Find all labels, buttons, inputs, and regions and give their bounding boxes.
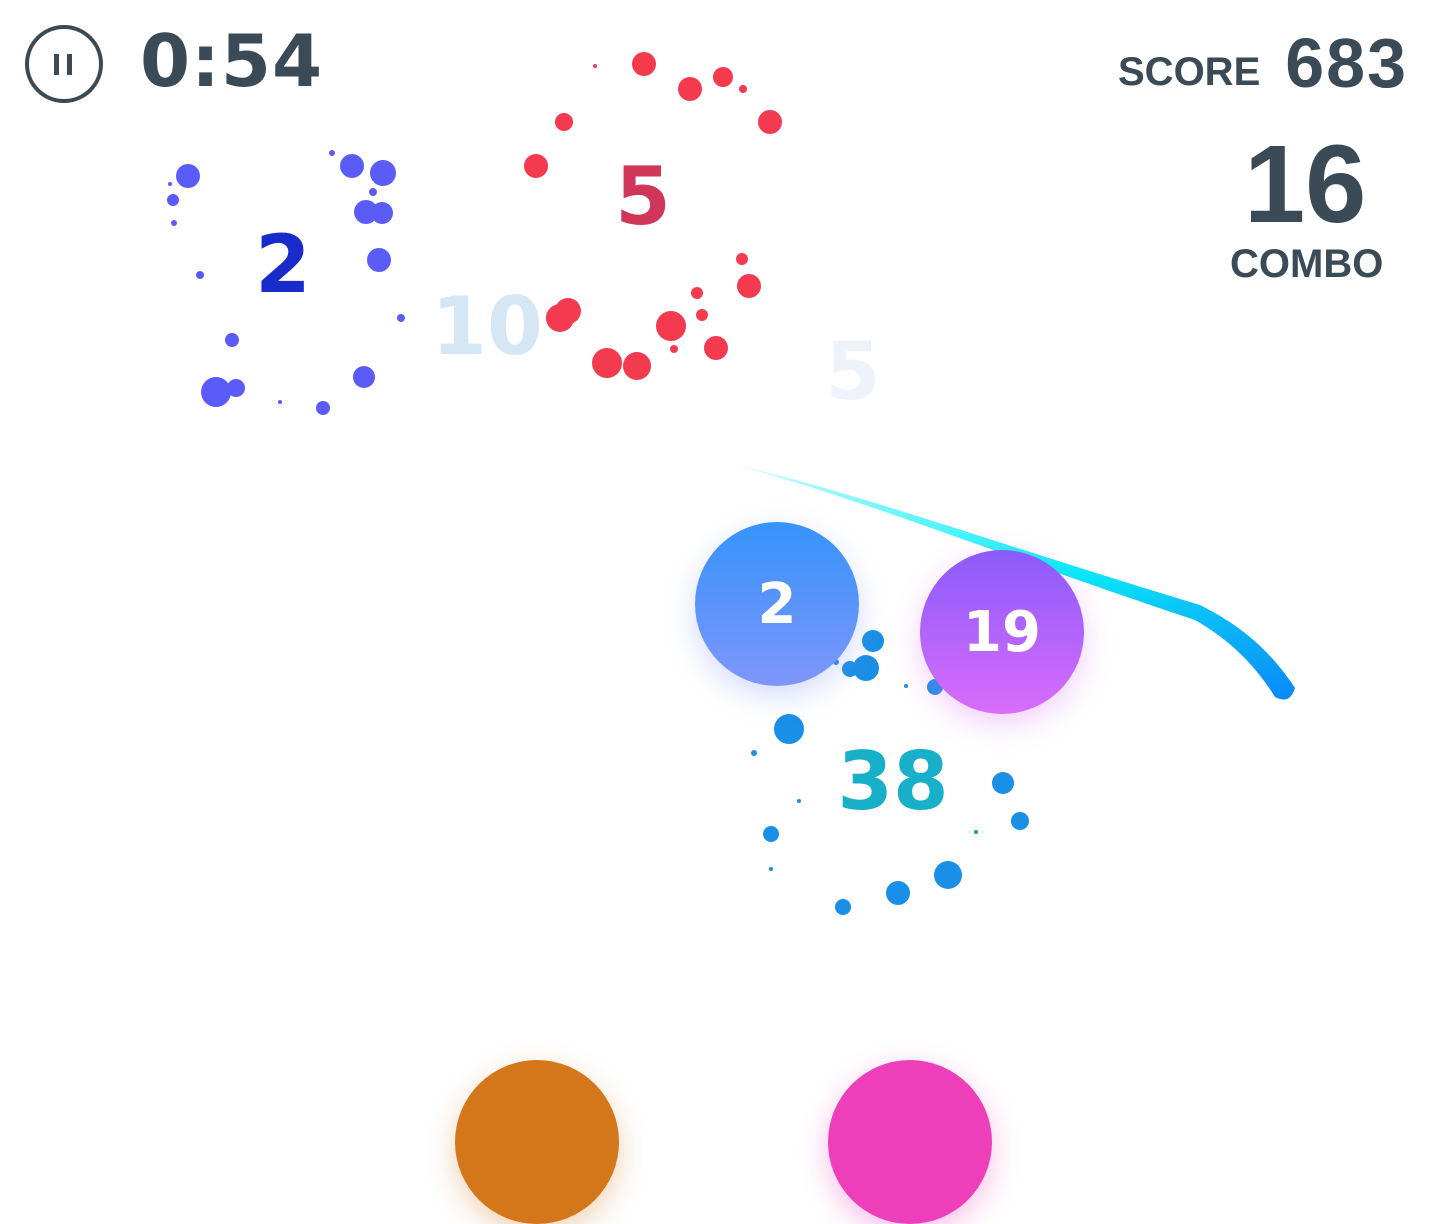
popup-score: 38 — [837, 735, 949, 828]
popup-score: 10 — [431, 280, 543, 373]
bubble[interactable] — [828, 1060, 992, 1224]
particle-dot — [678, 77, 702, 101]
score-value: 683 — [1285, 24, 1408, 102]
particle-dot — [842, 661, 858, 677]
particle-dot — [739, 85, 747, 93]
combo-value: 16 — [1244, 123, 1367, 246]
particle-dot — [167, 194, 179, 206]
particle-dot — [592, 348, 622, 378]
score-label: SCORE — [1118, 50, 1261, 94]
particle-dot — [670, 345, 678, 353]
particle-dot — [176, 164, 200, 188]
particle-dot — [371, 202, 393, 224]
particle-dot — [196, 271, 204, 279]
particle-dot — [736, 253, 748, 265]
bubble[interactable]: 19 — [920, 550, 1084, 714]
particle-dot — [367, 248, 391, 272]
particle-dot — [370, 160, 396, 186]
particle-dot — [316, 401, 330, 415]
bubble[interactable] — [455, 1060, 619, 1224]
particle-dot — [168, 182, 172, 186]
particle-dot — [713, 67, 733, 87]
particle-dot — [751, 750, 757, 756]
particle-dot — [704, 336, 728, 360]
combo-label: COMBO — [1230, 242, 1384, 286]
particle-dot — [696, 309, 708, 321]
particle-dot — [171, 220, 177, 226]
particle-dot — [934, 861, 962, 889]
bubble[interactable]: 2 — [695, 522, 859, 686]
particle-dot — [227, 379, 245, 397]
particle-dot — [769, 867, 773, 871]
particle-dot — [329, 150, 335, 156]
popup-score: 2 — [255, 218, 311, 311]
timer: 0:54 — [140, 19, 324, 103]
particle-dot — [369, 188, 377, 196]
particle-dot — [886, 881, 910, 905]
particle-dot — [992, 772, 1014, 794]
particle-dot — [797, 799, 801, 803]
popup-score: 5 — [825, 325, 881, 418]
particle-dot — [833, 659, 839, 665]
particle-dot — [758, 110, 782, 134]
particle-dot — [225, 333, 239, 347]
particle-dot — [593, 64, 597, 68]
particle-dot — [691, 287, 703, 299]
particle-dot — [862, 630, 884, 652]
particle-dot — [656, 311, 686, 341]
particle-dot — [201, 377, 231, 407]
particle-dot — [1011, 812, 1029, 830]
particle-dot — [555, 298, 581, 324]
particle-dot — [737, 274, 761, 298]
particle-dot — [623, 352, 651, 380]
particle-dot — [774, 714, 804, 744]
particle-dot — [524, 154, 548, 178]
particle-dot — [974, 830, 978, 834]
popup-score: 5 — [615, 150, 671, 243]
particle-dot — [278, 400, 282, 404]
particle-dot — [904, 684, 908, 688]
particle-dot — [835, 899, 851, 915]
particle-dot — [763, 826, 779, 842]
particle-dot — [397, 314, 405, 322]
pause-button[interactable] — [25, 25, 103, 103]
swipe-trail — [735, 465, 1295, 700]
particle-dot — [340, 154, 364, 178]
particle-dot — [353, 366, 375, 388]
particle-dot — [555, 113, 573, 131]
particle-dot — [632, 52, 656, 76]
